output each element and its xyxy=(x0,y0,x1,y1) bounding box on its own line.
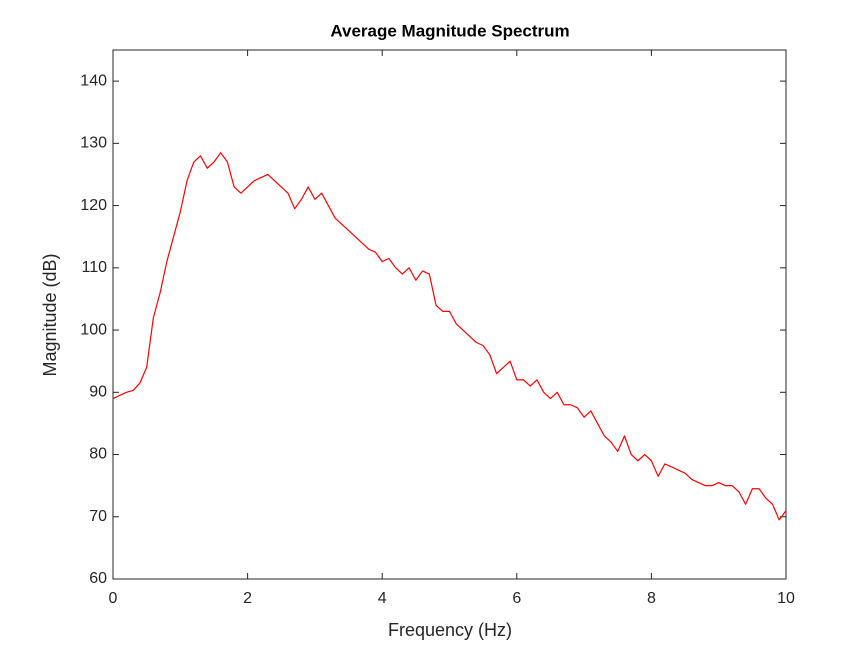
y-tick-label: 140 xyxy=(80,72,107,89)
x-tick-label: 6 xyxy=(512,590,521,607)
y-tick-label: 80 xyxy=(89,446,107,463)
x-tick-label: 8 xyxy=(647,590,656,607)
y-tick-label: 70 xyxy=(89,508,107,525)
x-tick-label: 10 xyxy=(777,590,795,607)
chart-title: Average Magnitude Spectrum xyxy=(330,21,569,40)
plot-box xyxy=(112,49,787,580)
x-tick-label: 2 xyxy=(243,590,252,607)
x-axis-label: Frequency (Hz) xyxy=(388,620,512,640)
x-tick-label: 4 xyxy=(378,590,387,607)
data-line xyxy=(112,152,787,521)
y-tick-label: 130 xyxy=(80,135,107,152)
y-tick-label: 90 xyxy=(89,384,107,401)
y-tick-label: 100 xyxy=(80,321,107,338)
y-tick-label: 110 xyxy=(81,259,107,276)
x-tick-label: 0 xyxy=(109,590,118,607)
y-axis-label: Magnitude (dB) xyxy=(40,253,60,376)
y-tick-label: 60 xyxy=(89,570,107,587)
y-tick-label: 120 xyxy=(80,197,107,214)
